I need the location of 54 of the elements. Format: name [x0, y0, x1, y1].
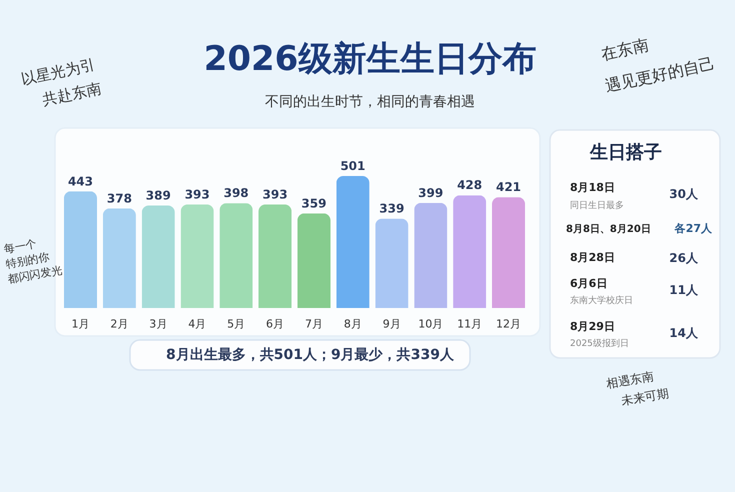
bar: [336, 176, 370, 308]
text: 8月出生最多，共501人；9月最少，共339人: [166, 347, 455, 363]
x-tick-label: 6月: [266, 318, 284, 330]
text: 11人: [669, 283, 699, 297]
chart-title: 2026级新生生日分布: [204, 39, 536, 79]
text: 8月29日: [570, 320, 615, 333]
data-label: 421: [496, 180, 522, 194]
text: 8月8日、8月20日: [566, 224, 651, 235]
data-label: 339: [379, 202, 404, 216]
bar: [453, 195, 486, 308]
bar: [492, 197, 526, 308]
bar: [180, 204, 214, 308]
bar: [220, 203, 253, 308]
text: 6月6日: [570, 277, 608, 290]
data-label: 393: [184, 187, 210, 202]
data-label: 428: [457, 178, 482, 192]
bar: [102, 208, 136, 308]
data-label: 389: [146, 188, 171, 203]
x-tick-label: 1月: [71, 318, 90, 330]
x-tick-label: 12月: [496, 318, 522, 330]
text: 2025级报到日: [570, 338, 629, 349]
chart-subtitle: 不同的出生时节，相同的青春相遇: [265, 94, 475, 110]
text: 同日生日最多: [570, 200, 624, 211]
data-label: 378: [106, 191, 132, 206]
x-tick-label: 3月: [149, 318, 168, 330]
data-label: 393: [262, 187, 288, 202]
data-label: 359: [301, 196, 326, 210]
x-tick-label: 2月: [110, 318, 128, 330]
data-label: 399: [418, 186, 444, 200]
data-label: 398: [224, 186, 249, 200]
bar: [64, 191, 98, 308]
data-label: 443: [68, 174, 94, 188]
x-tick-label: 7月: [304, 318, 323, 330]
x-tick-label: 4月: [188, 318, 206, 330]
bar: [414, 202, 448, 308]
text: 26人: [669, 251, 699, 265]
x-tick-label: 9月: [382, 318, 401, 330]
text: 14人: [669, 326, 699, 340]
text: 8月28日: [570, 251, 615, 264]
bar: [375, 218, 408, 308]
text: 8月18日: [570, 181, 615, 194]
data-label: 501: [340, 159, 366, 173]
x-tick-label: 8月: [344, 318, 362, 330]
bar: [142, 206, 175, 308]
text: 30人: [669, 187, 699, 201]
x-tick-label: 5月: [227, 318, 246, 330]
text: 各27人: [674, 222, 713, 235]
bar: [297, 213, 330, 308]
text: 东南大学校庆日: [570, 295, 633, 306]
x-tick-label: 11月: [457, 318, 482, 330]
text: 在东南: [599, 35, 650, 64]
bar: [258, 204, 292, 308]
text: 生日搭子: [589, 142, 662, 163]
x-tick-label: 10月: [418, 318, 444, 330]
